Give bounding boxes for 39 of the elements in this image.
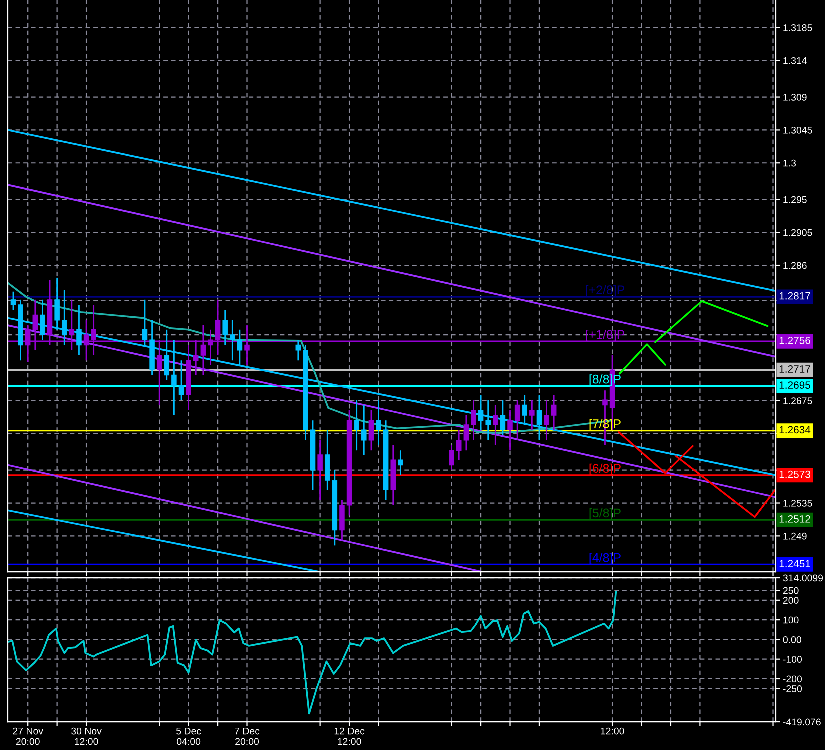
y-tick-label: 1.309 xyxy=(784,94,807,101)
y-tick-label: 1.314 xyxy=(784,57,807,64)
annotation: [4/8]P xyxy=(590,553,621,565)
annotation: [+2/8]P xyxy=(586,285,625,297)
ref-line-label: 1.2717 xyxy=(780,366,810,373)
y-tick-label: 1.295 xyxy=(784,196,807,204)
y-tick-label: 1.2905 xyxy=(784,229,812,236)
y-tick-label: 1.3045 xyxy=(784,126,812,134)
x-tick-label: 7 Dec 20:00 xyxy=(235,728,260,746)
y-tick-label: 1.2535 xyxy=(784,500,812,507)
ref-line-label: 1.2451 xyxy=(780,560,810,568)
y-tick-label: 1.3 xyxy=(784,160,796,167)
x-tick-label: 12:00 xyxy=(601,728,624,735)
x-tick-label: 30 Nov 12:00 xyxy=(72,728,102,746)
ref-line-label: 1.2695 xyxy=(780,382,810,390)
x-tick-label: 27 Nov 20:00 xyxy=(13,728,44,746)
y-tick-label: 250 xyxy=(783,587,799,594)
y-tick-label: 314.0099 xyxy=(783,574,824,582)
y-tick-label: 1.286 xyxy=(784,262,807,270)
annotation: [6/8]P xyxy=(590,464,621,476)
y-tick-label: 100 xyxy=(784,616,799,624)
y-tick-label: 200 xyxy=(783,597,799,604)
y-tick-label: 1.3185 xyxy=(784,24,812,32)
ref-line-label: 1.2573 xyxy=(780,470,810,478)
ref-line-label: 1.2756 xyxy=(780,337,810,344)
annotation: [5/8]P xyxy=(590,508,621,520)
y-tick-label: 1.2675 xyxy=(784,398,812,404)
y-tick-label: 1.249 xyxy=(784,532,807,540)
ref-line-label: 1.2512 xyxy=(780,516,810,523)
y-tick-label: -200 xyxy=(783,676,802,683)
y-tick-label: -250 xyxy=(783,686,802,692)
y-tick-label: -100 xyxy=(783,656,802,663)
x-tick-label: 5 Dec 04:00 xyxy=(176,728,202,746)
y-tick-label: 0.00 xyxy=(783,636,802,644)
annotation: [+1/8]P xyxy=(586,330,625,342)
ref-line-label: 1.2817 xyxy=(780,292,810,300)
x-tick-label: 12 Dec 12:00 xyxy=(334,728,365,746)
y-tick-label: -419.076 xyxy=(783,718,821,726)
ref-line-label: 1.2634 xyxy=(780,426,811,434)
